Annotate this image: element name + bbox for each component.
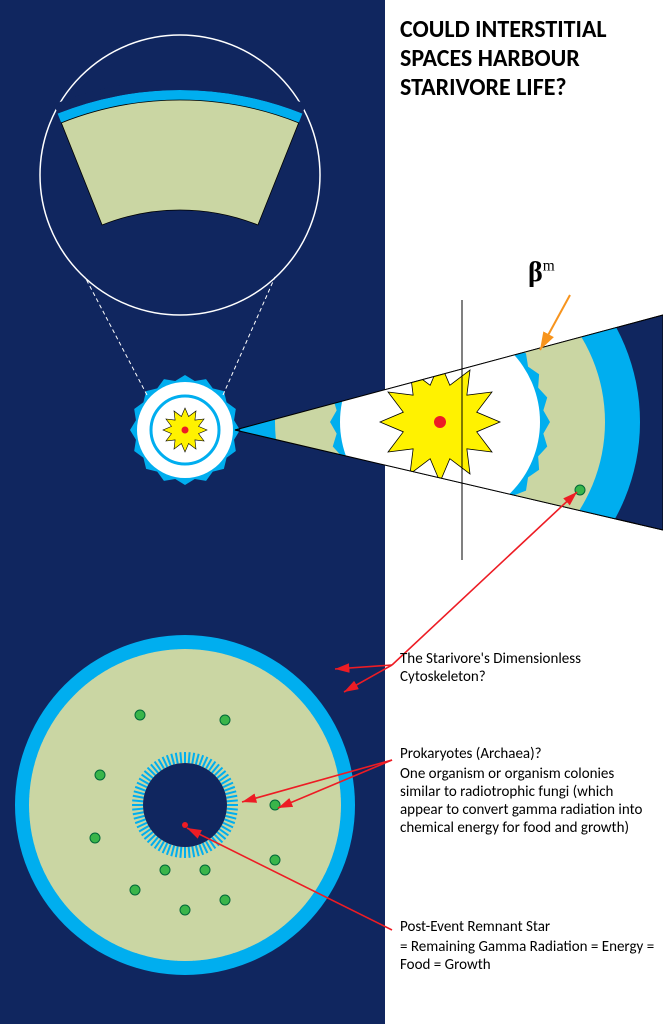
- page-title: COULD INTERSTITIAL SPACES HARBOUR STARIV…: [400, 15, 650, 102]
- remnant-title: Post-Event Remnant Star: [400, 918, 655, 936]
- beta-super: m: [543, 258, 555, 275]
- title-text: COULD INTERSTITIAL SPACES HARBOUR STARIV…: [400, 15, 607, 102]
- prok-title: Prokaryotes (Archaea)?: [400, 745, 655, 763]
- beta-char: β: [528, 257, 543, 288]
- remnant-body: = Remaining Gamma Radiation = Energy = F…: [400, 938, 655, 974]
- annotation-prokaryotes: Prokaryotes (Archaea)? One organism or o…: [400, 745, 655, 837]
- prok-body: One organism or organism colonies simila…: [400, 765, 655, 837]
- diagram-scene: [0, 0, 663, 1024]
- annotation-cytoskeleton: The Starivore's Dimensionless Cytoskelet…: [400, 650, 650, 686]
- cyto-text: The Starivore's Dimensionless Cytoskelet…: [400, 650, 581, 686]
- annotation-remnant: Post-Event Remnant Star = Remaining Gamm…: [400, 918, 655, 974]
- beta-label: βm: [528, 257, 555, 289]
